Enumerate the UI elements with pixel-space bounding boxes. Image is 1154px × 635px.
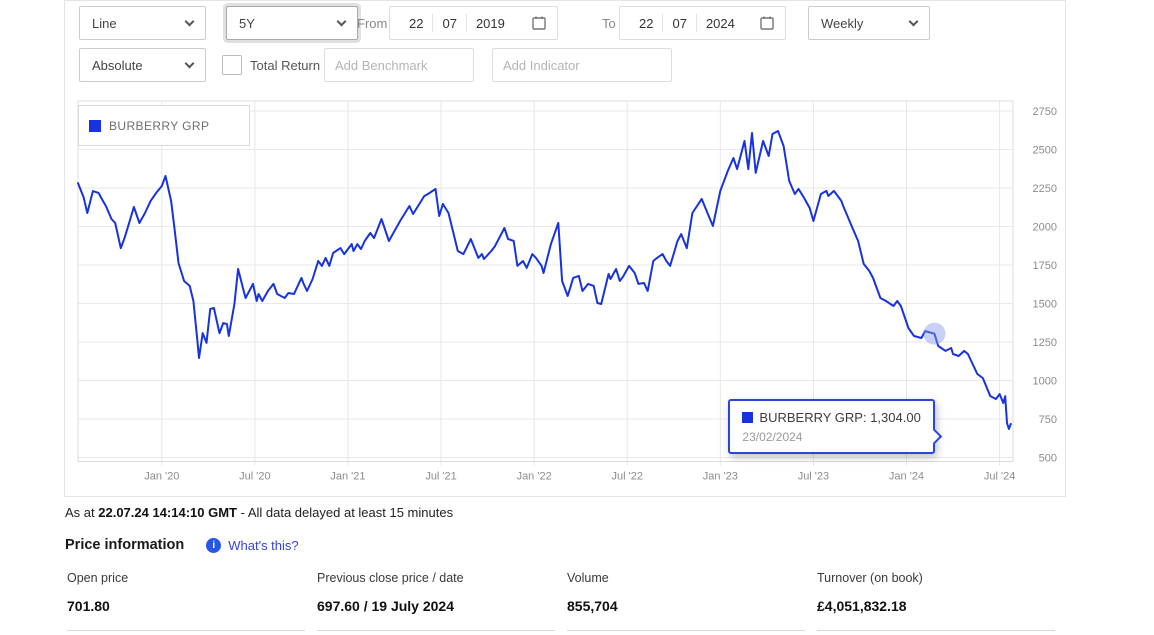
date-separator [432,14,434,32]
stat-previous-close: Previous close price / date 697.60 / 19 … [317,571,555,631]
y-axis-tick-label: 2500 [1033,145,1057,157]
from-label: From [357,16,388,31]
chart-legend: BURBERRY GRP [78,105,250,146]
from-month[interactable]: 07 [442,15,457,31]
price-chart-svg: Jan '20 Jul '20 Jan '21 Jul '21 Jan '22 Jul '… [77,100,1057,483]
x-axis-tick-label: Jan '23 [703,471,738,483]
stat-open-price: Open price 701.80 [67,571,305,631]
y-axis-tick-label: 1750 [1033,260,1057,272]
price-chart[interactable]: Jan '20 Jul '20 Jan '21 Jul '21 Jan '22 Jul '… [65,93,1067,498]
range-value: 5Y [239,15,255,31]
stat-turnover: Turnover (on book) £4,051,832.18 [817,571,1055,631]
date-separator [662,14,664,32]
y-axis-tick-label: 2250 [1033,183,1057,195]
stat-value: 701.80 [67,598,110,614]
x-axis-tick-label: Jan '21 [330,471,365,483]
chart-type-value: Line [92,15,117,31]
stat-label: Turnover (on book) [817,571,923,585]
y-axis-tick-label: 750 [1039,414,1057,426]
date-separator [695,14,697,32]
price-information-title: Price information [65,537,185,553]
stat-volume: Volume 855,704 [567,571,805,631]
to-label: To [602,16,616,31]
x-axis-tick-label: Jul '23 [798,471,829,483]
total-return-checkbox[interactable] [222,55,242,75]
as-at-timestamp: As at 22.07.24 14:14:10 GMT - All data d… [65,505,454,520]
stat-value: £4,051,832.18 [817,598,907,614]
legend-series-label: BURBERRY GRP [109,118,210,133]
highlighted-point [923,322,946,345]
series-color-swatch [742,411,754,423]
y-axis-tick-label: 2000 [1033,222,1057,234]
chart-panel: Line 5Y From 22 07 2019 To 22 07 2024 We… [64,0,1066,497]
add-indicator-input[interactable] [492,48,672,82]
chevron-down-icon [184,16,195,26]
range-select[interactable]: 5Y [226,6,358,40]
y-axis-tick-label: 500 [1039,452,1057,464]
plot-border [77,100,1014,462]
to-day[interactable]: 22 [639,15,654,31]
to-year[interactable]: 2024 [705,15,735,31]
mode-select[interactable]: Absolute [79,48,206,82]
chart-type-select[interactable]: Line [79,6,206,40]
from-day[interactable]: 22 [409,15,424,31]
mode-value: Absolute [92,57,143,73]
x-axis-tick-label: Jan '24 [889,471,924,483]
whats-this-link[interactable]: What's this? [228,537,299,553]
x-axis-tick-label: Jul '21 [425,471,456,483]
stat-value: 855,704 [567,598,618,614]
tooltip-date: 23/02/2024 [742,429,803,444]
stat-label: Open price [67,571,129,585]
add-benchmark-input[interactable] [324,48,474,82]
y-axis-tick-label: 2750 [1033,106,1057,118]
calendar-icon[interactable] [759,15,775,31]
series-color-swatch [89,119,101,132]
x-axis-tick-label: Jul '20 [239,471,270,483]
info-icon[interactable]: i [206,537,222,553]
as-at-time-bold: 22.07.24 14:14:10 GMT [98,505,237,520]
stat-label: Volume [567,571,609,585]
chevron-down-icon [336,16,347,26]
frequency-select[interactable]: Weekly [808,6,930,40]
x-axis-tick-label: Jan '22 [517,471,552,483]
price-line-series [77,130,1012,430]
stat-divider [817,630,1055,631]
stat-value: 697.60 / 19 July 2024 [317,598,454,614]
chevron-down-icon [908,16,919,26]
chevron-down-icon [184,58,195,68]
stat-divider [317,630,555,631]
total-return-label: Total Return [250,58,321,73]
x-axis-tick-label: Jul '22 [612,471,643,483]
chart-tooltip: BURBERRY GRP: 1,304.00 23/02/2024 [728,398,943,454]
to-date-field[interactable]: 22 07 2024 [619,6,786,40]
calendar-icon[interactable] [531,15,547,31]
date-separator [465,14,467,32]
y-axis-tick-label: 1500 [1033,299,1057,311]
x-axis-tick-label: Jan '20 [144,471,179,483]
to-month[interactable]: 07 [672,15,687,31]
y-axis-tick-label: 1000 [1033,375,1057,387]
y-axis-tick-label: 1250 [1033,337,1057,349]
x-axis-tick-label: Jul '24 [984,471,1015,483]
from-year[interactable]: 2019 [475,15,505,31]
stat-divider [67,630,305,631]
stat-divider [567,630,805,631]
tooltip-value: BURBERRY GRP: 1,304.00 [759,409,921,425]
from-date-field[interactable]: 22 07 2019 [389,6,558,40]
frequency-value: Weekly [821,15,864,31]
stat-label: Previous close price / date [317,571,464,585]
